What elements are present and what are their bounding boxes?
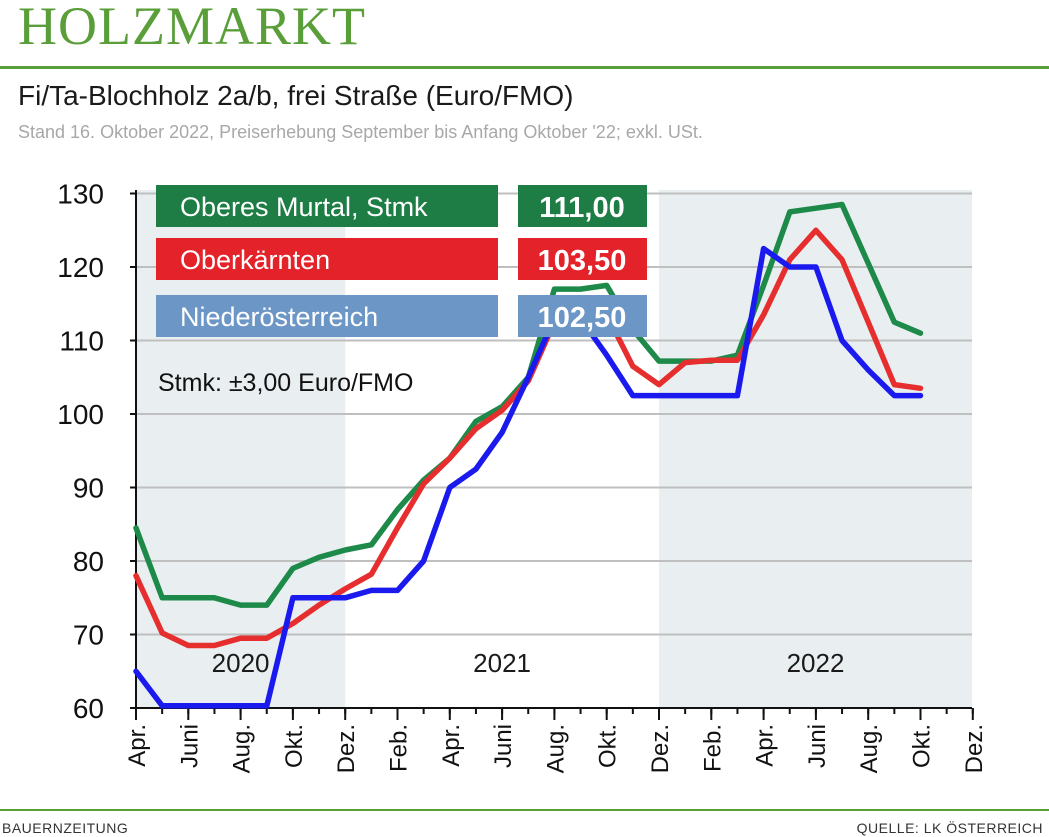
chart-note: Stmk: ±3,00 Euro/FMO xyxy=(158,369,413,397)
legend-badge xyxy=(156,238,498,280)
latest-value-label: 102,50 xyxy=(538,302,627,334)
x-tick-label: Juni xyxy=(490,724,517,768)
footer-source: QUELLE: LK ÖSTERREICH xyxy=(856,820,1043,836)
chart-subtitle: Stand 16. Oktober 2022, Preiserhebung Se… xyxy=(18,122,703,142)
year-label-2020: 2020 xyxy=(212,648,270,678)
x-tick-label: Feb. xyxy=(699,724,726,772)
x-tick-label: Aug. xyxy=(856,724,883,773)
x-tick-label: Apr. xyxy=(124,724,151,767)
latest-value-label: 111,00 xyxy=(539,192,625,224)
header-rule xyxy=(0,66,1049,69)
year-label-2021: 2021 xyxy=(473,648,531,678)
y-tick-label: 130 xyxy=(57,179,104,210)
latest-value-badge xyxy=(518,185,647,227)
x-tick-label: Juni xyxy=(176,724,203,768)
y-tick-label: 70 xyxy=(73,620,104,651)
legend-badge xyxy=(156,295,498,337)
line-chart: 2020 2021 2022 60 70 80 90 100 110 120 130 Apr. Ju… xyxy=(57,179,988,774)
y-tick-label: 120 xyxy=(57,252,104,283)
series-line xyxy=(133,245,924,709)
x-tick-label: Dez. xyxy=(961,724,988,773)
year-band-2022 xyxy=(659,190,972,708)
x-tick-label: Okt. xyxy=(909,724,936,768)
x-tick-label: Dez. xyxy=(647,724,674,773)
legend-badge xyxy=(156,185,498,227)
y-tick-label: 110 xyxy=(59,326,104,357)
x-tick-label: Juni xyxy=(804,724,831,768)
x-tick-label: Aug. xyxy=(542,724,569,773)
y-tick-label: 60 xyxy=(73,693,104,724)
footer-rule xyxy=(0,809,1049,811)
x-tick-label: Apr. xyxy=(752,724,779,767)
legend-label: Oberkärnten xyxy=(180,245,330,275)
latest-value-badge xyxy=(518,238,647,280)
legend-label: Oberes Murtal, Stmk xyxy=(180,192,428,222)
y-tick-label: 90 xyxy=(73,473,104,504)
y-tick-label: 100 xyxy=(57,399,104,430)
brand-title: HOLZMARKT xyxy=(18,0,366,56)
footer-publisher: BAUERNZEITUNG xyxy=(2,820,129,836)
latest-value-label: 103,50 xyxy=(538,245,627,277)
year-label-2022: 2022 xyxy=(787,648,845,678)
x-tick-label: Feb. xyxy=(386,724,413,772)
x-tick-label: Okt. xyxy=(281,724,308,768)
x-tick-label: Apr. xyxy=(438,724,465,767)
x-tick-label: Dez. xyxy=(333,724,360,773)
chart-title: Fi/Ta-Blochholz 2a/b, frei Straße (Euro/… xyxy=(18,80,574,111)
latest-value-badge xyxy=(518,295,647,337)
x-tick-label: Okt. xyxy=(595,724,622,768)
x-tick-label: Aug. xyxy=(229,724,256,773)
y-tick-label: 80 xyxy=(73,546,104,577)
legend-label: Niederösterreich xyxy=(180,302,378,332)
